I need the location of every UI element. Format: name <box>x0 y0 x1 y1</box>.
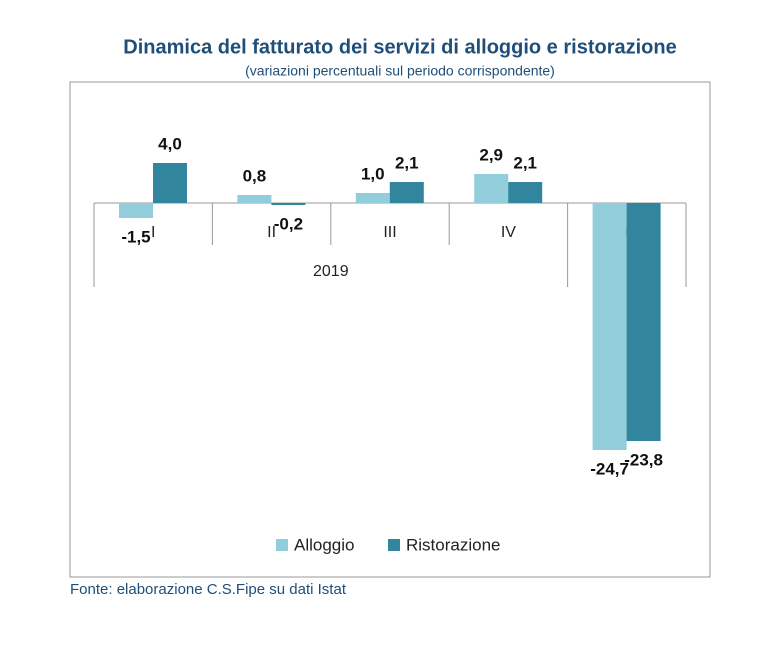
chart-subtitle: (variazioni percentuali sul periodo corr… <box>245 63 555 79</box>
plot-frame <box>69 81 711 578</box>
value-label: -24,7 <box>590 459 629 478</box>
bar <box>153 163 187 203</box>
source-note: Fonte: elaborazione C.S.Fipe su dati Ist… <box>70 581 347 598</box>
value-label: 2,1 <box>395 153 419 172</box>
x-tick-label: II <box>267 224 276 241</box>
value-label: 4,0 <box>158 134 182 153</box>
value-label: 2,9 <box>479 145 503 164</box>
value-label: -0,2 <box>274 214 303 233</box>
bar <box>119 203 153 218</box>
x-tick-label: IV <box>501 224 516 241</box>
value-label: 1,0 <box>361 164 385 183</box>
value-label: 2,1 <box>513 153 537 172</box>
value-label: -23,8 <box>624 450 663 469</box>
x-tick-label: I <box>151 224 155 241</box>
bar <box>355 193 390 203</box>
bar <box>237 195 272 203</box>
x-tick-label: III <box>383 224 396 241</box>
legend-swatch <box>276 539 288 551</box>
value-label: -1,5 <box>121 227 150 246</box>
group-label: 2019 <box>313 263 349 280</box>
legend-swatch <box>388 539 400 551</box>
bar <box>626 203 661 441</box>
bar <box>271 203 306 205</box>
legend-label: Ristorazione <box>406 535 501 554</box>
chart-title: Dinamica del fatturato dei servizi di al… <box>123 36 676 58</box>
value-label: 0,8 <box>243 166 267 185</box>
bar <box>592 203 627 450</box>
legend-label: Alloggio <box>294 535 355 554</box>
bar <box>389 182 424 203</box>
bar <box>508 182 543 203</box>
bar <box>474 174 509 203</box>
